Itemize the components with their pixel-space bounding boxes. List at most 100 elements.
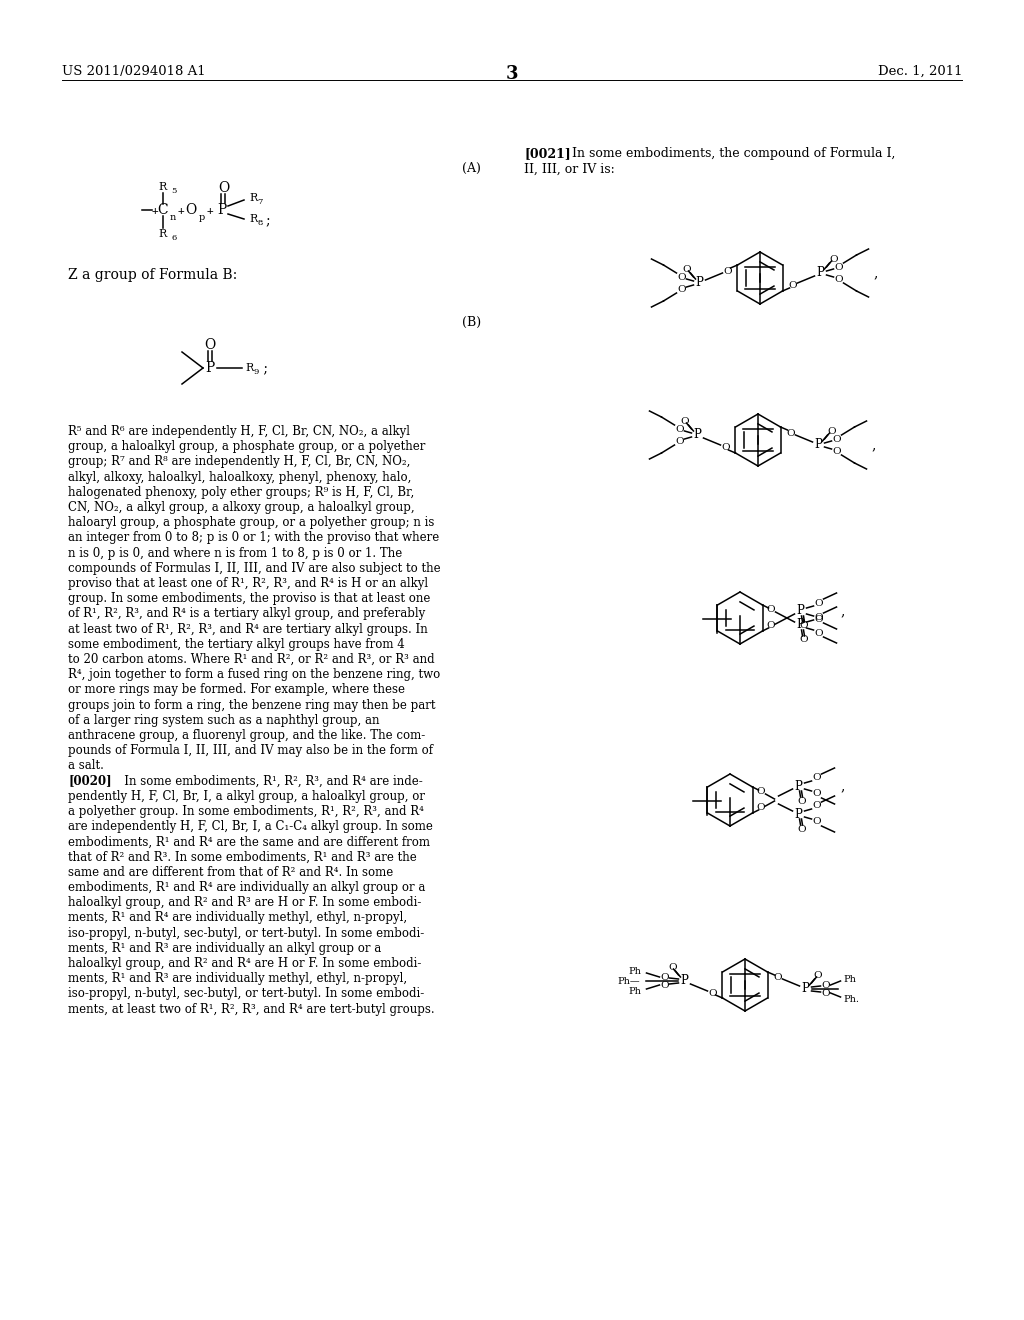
Text: P: P	[695, 276, 703, 289]
Text: an integer from 0 to 8; p is 0 or 1; with the proviso that where: an integer from 0 to 8; p is 0 or 1; wit…	[68, 532, 439, 544]
Text: that of R² and R³. In some embodiments, R¹ and R³ are the: that of R² and R³. In some embodiments, …	[68, 850, 417, 863]
Text: O: O	[814, 615, 823, 623]
Text: Dec. 1, 2011: Dec. 1, 2011	[878, 65, 962, 78]
Text: O: O	[799, 622, 808, 631]
Text: R: R	[245, 363, 253, 374]
Text: R⁵ and R⁶ are independently H, F, Cl, Br, CN, NO₂, a alkyl: R⁵ and R⁶ are independently H, F, Cl, Br…	[68, 425, 410, 438]
Text: +: +	[178, 206, 184, 216]
Text: 5: 5	[171, 187, 176, 195]
Text: P: P	[206, 360, 215, 375]
Text: US 2011/0294018 A1: US 2011/0294018 A1	[62, 65, 206, 78]
Text: P: P	[802, 982, 809, 995]
Text: (A): (A)	[462, 162, 481, 176]
Text: halogenated phenoxy, poly ether groups; R⁹ is H, F, Cl, Br,: halogenated phenoxy, poly ether groups; …	[68, 486, 415, 499]
Text: O: O	[677, 272, 686, 281]
Text: alkyl, alkoxy, haloalkyl, haloalkoxy, phenyl, phenoxy, halo,: alkyl, alkoxy, haloalkyl, haloalkoxy, ph…	[68, 471, 412, 483]
Text: O: O	[812, 789, 821, 799]
Text: anthracene group, a fluorenyl group, and the like. The com-: anthracene group, a fluorenyl group, and…	[68, 729, 425, 742]
Text: O: O	[812, 774, 821, 783]
Text: R: R	[249, 214, 257, 224]
Text: n is 0, p is 0, and where n is from 1 to 8, p is 0 or 1. The: n is 0, p is 0, and where n is from 1 to…	[68, 546, 402, 560]
Text: 9: 9	[253, 368, 258, 376]
Text: Ph: Ph	[629, 966, 641, 975]
Text: 7: 7	[257, 198, 262, 206]
Text: ,: ,	[841, 605, 845, 618]
Text: O: O	[766, 606, 775, 615]
Text: O: O	[218, 181, 229, 195]
Text: 6: 6	[171, 234, 176, 242]
Text: O: O	[669, 964, 677, 973]
Text: iso-propyl, n-butyl, sec-butyl, or tert-butyl. In some embodi-: iso-propyl, n-butyl, sec-butyl, or tert-…	[68, 927, 424, 940]
Text: O: O	[835, 275, 843, 284]
Text: O: O	[812, 801, 821, 810]
Text: Ph: Ph	[844, 974, 856, 983]
Text: O: O	[827, 426, 836, 436]
Text: O: O	[833, 434, 841, 444]
Text: P: P	[795, 780, 803, 792]
Text: of a larger ring system such as a naphthyl group, an: of a larger ring system such as a naphth…	[68, 714, 380, 727]
Text: R: R	[249, 193, 257, 203]
Text: of R¹, R², R³, and R⁴ is a tertiary alkyl group, and preferably: of R¹, R², R³, and R⁴ is a tertiary alky…	[68, 607, 425, 620]
Text: O: O	[814, 628, 823, 638]
Text: pendently H, F, Cl, Br, I, a alkyl group, a haloalkyl group, or: pendently H, F, Cl, Br, I, a alkyl group…	[68, 789, 425, 803]
Text: proviso that at least one of R¹, R², R³, and R⁴ is H or an alkyl: proviso that at least one of R¹, R², R³,…	[68, 577, 428, 590]
Text: Z a group of Formula B:: Z a group of Formula B:	[68, 268, 238, 282]
Text: O: O	[829, 255, 838, 264]
Text: C: C	[158, 203, 168, 216]
Text: embodiments, R¹ and R⁴ are the same and are different from: embodiments, R¹ and R⁴ are the same and …	[68, 836, 430, 849]
Text: [0020]: [0020]	[68, 775, 112, 788]
Text: a salt.: a salt.	[68, 759, 103, 772]
Text: P: P	[217, 203, 226, 216]
Text: +: +	[207, 206, 214, 216]
Text: n: n	[170, 213, 176, 222]
Text: at least two of R¹, R², R³, and R⁴ are tertiary alkyl groups. In: at least two of R¹, R², R³, and R⁴ are t…	[68, 623, 428, 636]
Text: embodiments, R¹ and R⁴ are individually an alkyl group or a: embodiments, R¹ and R⁴ are individually …	[68, 880, 425, 894]
Text: haloalkyl group, and R² and R³ are H or F. In some embodi-: haloalkyl group, and R² and R³ are H or …	[68, 896, 421, 909]
Text: ments, at least two of R¹, R², R³, and R⁴ are tert-butyl groups.: ments, at least two of R¹, R², R³, and R…	[68, 1003, 434, 1015]
Text: P: P	[797, 619, 805, 631]
Text: O: O	[786, 429, 795, 437]
Text: ;: ;	[265, 214, 269, 228]
Text: O: O	[756, 804, 765, 813]
Text: are independently H, F, Cl, Br, I, a C₁-C₄ alkyl group. In some: are independently H, F, Cl, Br, I, a C₁-…	[68, 820, 433, 833]
Text: R⁴, join together to form a fused ring on the benzene ring, two: R⁴, join together to form a fused ring o…	[68, 668, 440, 681]
Text: O: O	[813, 972, 822, 981]
Text: O: O	[766, 622, 775, 631]
Text: haloaryl group, a phosphate group, or a polyether group; n is: haloaryl group, a phosphate group, or a …	[68, 516, 434, 529]
Text: ;: ;	[259, 362, 268, 376]
Text: CN, NO₂, a alkyl group, a alkoxy group, a haloalkyl group,: CN, NO₂, a alkyl group, a alkoxy group, …	[68, 502, 415, 513]
Text: p: p	[199, 213, 205, 222]
Text: In some embodiments, R¹, R², R³, and R⁴ are inde-: In some embodiments, R¹, R², R³, and R⁴ …	[113, 775, 423, 788]
Text: R: R	[159, 182, 167, 191]
Text: Ph: Ph	[629, 986, 641, 995]
Text: P: P	[814, 438, 822, 451]
Text: O: O	[677, 285, 686, 293]
Text: O: O	[814, 598, 823, 607]
Text: group; R⁷ and R⁸ are independently H, F, Cl, Br, CN, NO₂,: group; R⁷ and R⁸ are independently H, F,…	[68, 455, 411, 469]
Text: O: O	[680, 417, 689, 425]
Text: P: P	[797, 605, 805, 618]
Text: P: P	[681, 974, 688, 987]
Text: to 20 carbon atoms. Where R¹ and R², or R² and R³, or R³ and: to 20 carbon atoms. Where R¹ and R², or …	[68, 653, 434, 667]
Text: R: R	[159, 228, 167, 239]
Text: O: O	[812, 817, 821, 826]
Text: group, a haloalkyl group, a phosphate group, or a polyether: group, a haloalkyl group, a phosphate gr…	[68, 440, 425, 453]
Text: 3: 3	[506, 65, 518, 83]
Text: group. In some embodiments, the proviso is that at least one: group. In some embodiments, the proviso …	[68, 593, 430, 605]
Text: O: O	[721, 442, 730, 451]
Text: O: O	[660, 973, 669, 982]
Text: O: O	[756, 788, 765, 796]
Text: 8: 8	[257, 219, 262, 227]
Text: Ph—: Ph—	[617, 977, 640, 986]
Text: P: P	[816, 267, 824, 280]
Text: P: P	[693, 429, 701, 441]
Text: O: O	[773, 973, 782, 982]
Text: O: O	[798, 796, 806, 805]
Text: ments, R¹ and R³ are individually an alkyl group or a: ments, R¹ and R³ are individually an alk…	[68, 941, 381, 954]
Text: II, III, or IV is:: II, III, or IV is:	[524, 162, 614, 176]
Text: [0021]: [0021]	[524, 147, 570, 160]
Text: iso-propyl, n-butyl, sec-butyl, or tert-butyl. In some embodi-: iso-propyl, n-butyl, sec-butyl, or tert-…	[68, 987, 424, 1001]
Text: O: O	[660, 981, 669, 990]
Text: O: O	[205, 338, 216, 352]
Text: In some embodiments, the compound of Formula I,: In some embodiments, the compound of For…	[572, 147, 895, 160]
